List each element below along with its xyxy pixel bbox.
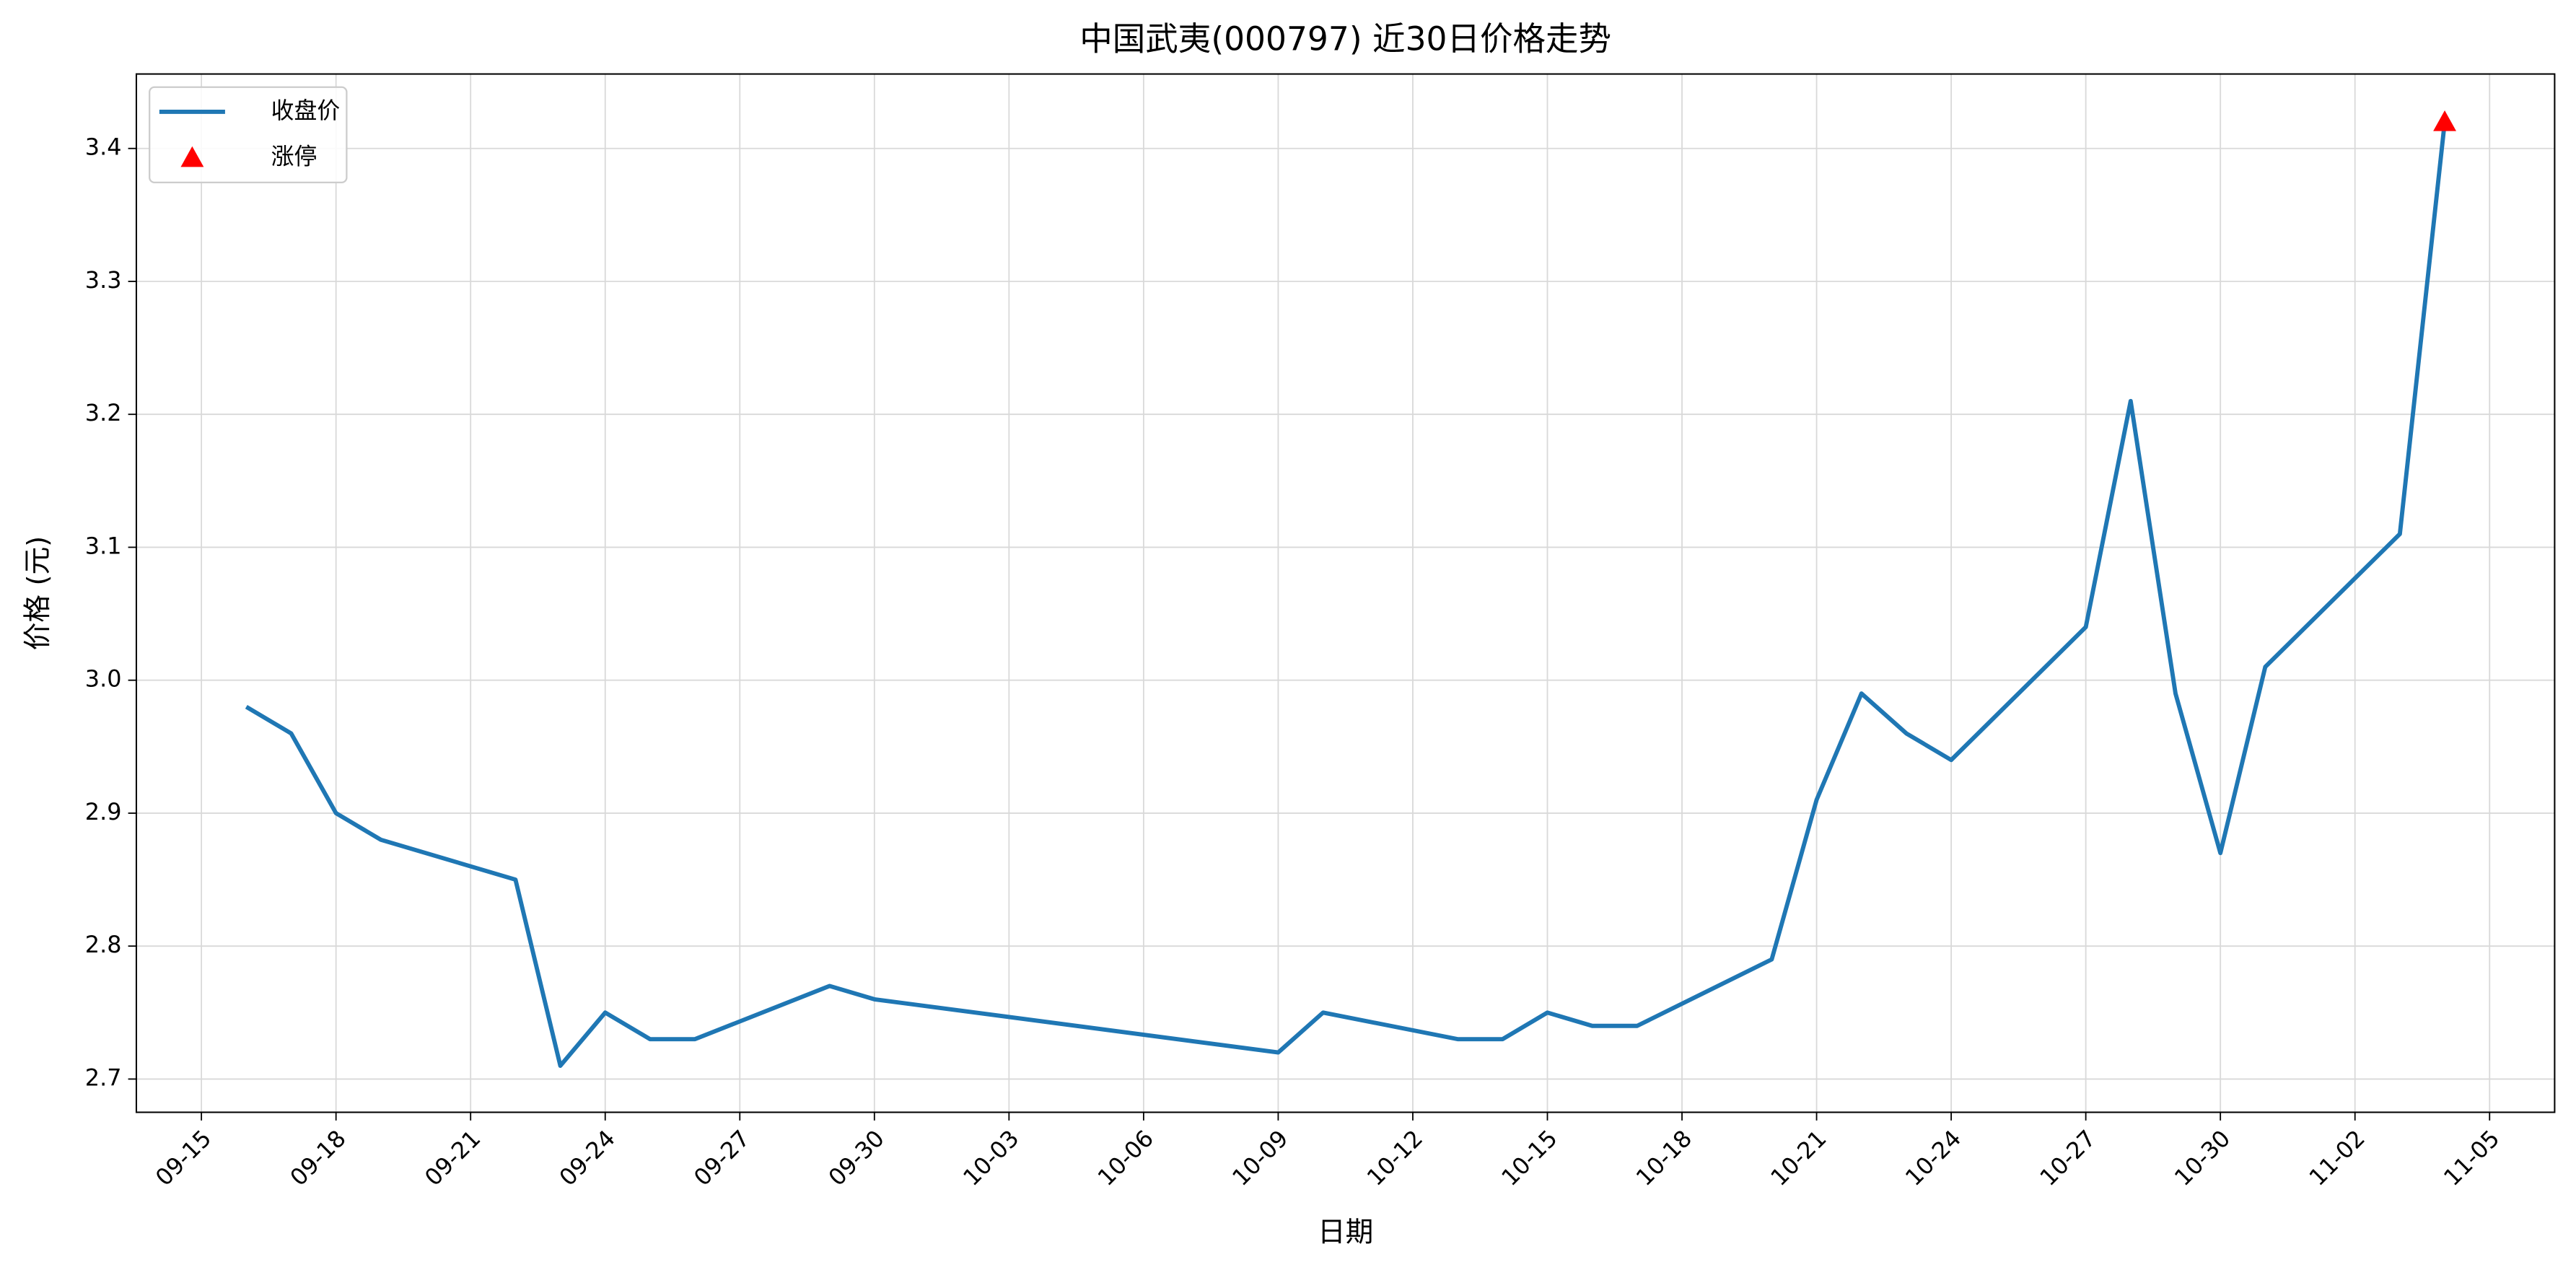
price-line — [245, 121, 2448, 1068]
legend-label: 涨停 — [271, 143, 317, 170]
y-tick-label: 3.3 — [85, 266, 122, 294]
legend-symbol — [180, 146, 204, 167]
limit-up-marker — [2433, 110, 2457, 131]
y-tick-label: 2.9 — [85, 798, 122, 825]
y-tick-label: 2.7 — [85, 1064, 122, 1091]
y-tick-label: 3.2 — [85, 399, 122, 426]
y-tick-label: 3.4 — [85, 133, 122, 161]
y-tick-label: 2.8 — [85, 931, 122, 958]
legend-label: 收盘价 — [271, 97, 341, 124]
x-axis-label: 日期 — [1318, 1216, 1373, 1248]
y-tick-label: 3.1 — [85, 532, 122, 559]
y-axis-label: 价格 (元) — [22, 536, 54, 651]
chart-title: 中国武夷(000797) 近30日价格走势 — [1079, 20, 1611, 58]
plot-frame — [135, 73, 2556, 1113]
y-tick-label: 3.0 — [85, 665, 122, 693]
